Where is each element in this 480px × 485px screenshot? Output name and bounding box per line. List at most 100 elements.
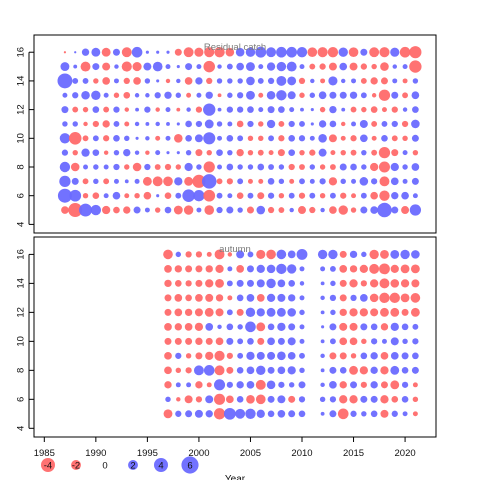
bubble [236, 250, 245, 259]
bubble [93, 178, 99, 185]
bubble [206, 251, 212, 257]
bubble [102, 77, 110, 85]
bubble [412, 338, 419, 345]
bubble [217, 64, 222, 69]
bubble [402, 150, 408, 156]
bubble [247, 192, 254, 199]
bubble [329, 366, 337, 374]
bubble [339, 395, 348, 404]
x-tick-label: 2010 [291, 448, 312, 459]
bubble [267, 206, 275, 214]
bubble [360, 280, 367, 287]
bubble [276, 46, 287, 58]
bubble [277, 337, 285, 345]
bubble [226, 280, 233, 287]
bubble [380, 395, 389, 404]
bubble [235, 408, 246, 419]
bubble [255, 394, 266, 405]
bubble [246, 294, 255, 302]
bubble [236, 265, 244, 273]
bubble [370, 410, 378, 418]
bubble [267, 366, 275, 374]
bubble [113, 121, 120, 127]
bubble [278, 192, 285, 199]
bubble [132, 62, 142, 72]
bubble [266, 47, 277, 58]
bubble [204, 307, 214, 317]
bubble [196, 164, 202, 170]
bubble [164, 366, 172, 375]
bubble [205, 337, 213, 345]
bubble [266, 62, 276, 71]
bubble [401, 352, 409, 360]
bubble [361, 411, 367, 417]
bubble [299, 92, 305, 98]
bubble [185, 63, 193, 71]
bubble [411, 177, 419, 185]
bubble [409, 60, 422, 73]
bubble [266, 249, 276, 260]
bubble [83, 164, 89, 170]
bubble [225, 47, 235, 57]
bubble [213, 408, 226, 420]
bubble [391, 120, 398, 128]
bubble [276, 90, 287, 101]
bubble [256, 264, 265, 274]
bubble [195, 265, 203, 273]
bubble [226, 206, 234, 214]
bubble [184, 395, 193, 404]
bubble [329, 294, 337, 302]
bubble [412, 78, 419, 84]
bubble [133, 77, 141, 85]
bubble [317, 47, 328, 58]
bubble [276, 249, 287, 260]
bubble [144, 106, 151, 113]
bubble [348, 47, 359, 58]
bubble [145, 150, 150, 155]
bubble [63, 51, 67, 54]
bubble [267, 106, 275, 114]
bubble [267, 410, 275, 418]
bubble [309, 63, 316, 70]
bubble [227, 92, 233, 98]
bubble [143, 62, 152, 71]
bubble [174, 308, 183, 317]
bubble [174, 265, 182, 273]
bubble [61, 149, 69, 156]
bubble [185, 367, 192, 374]
bubble [247, 135, 254, 142]
bubble [81, 48, 90, 56]
bubble [370, 395, 378, 403]
x-tick-label: 2015 [343, 448, 364, 459]
bubble [214, 379, 226, 391]
bubble [410, 293, 421, 303]
bubble [378, 89, 391, 101]
bubble [203, 189, 216, 202]
bubble [124, 164, 130, 170]
bubble [92, 135, 99, 142]
bubble [391, 395, 399, 403]
bubble [145, 122, 150, 126]
bubble [62, 121, 68, 127]
bubble [237, 78, 243, 84]
bubble [277, 279, 286, 288]
bubble [349, 279, 358, 288]
bubble [329, 265, 336, 272]
y-tick-label: 4 [16, 222, 27, 227]
bubble [361, 106, 367, 113]
bubble [299, 324, 305, 330]
bubble [101, 47, 111, 57]
bubble [310, 122, 314, 126]
bubble [319, 396, 326, 403]
bubble [174, 323, 182, 331]
bubble [390, 249, 400, 259]
legend-bubble [41, 458, 55, 472]
bubble [256, 308, 265, 317]
bubble [268, 135, 275, 142]
bubble [318, 120, 327, 128]
bubble [235, 47, 245, 57]
bubble [215, 337, 224, 346]
bubble [328, 177, 338, 186]
bubble [72, 149, 78, 156]
bubble [227, 149, 233, 156]
